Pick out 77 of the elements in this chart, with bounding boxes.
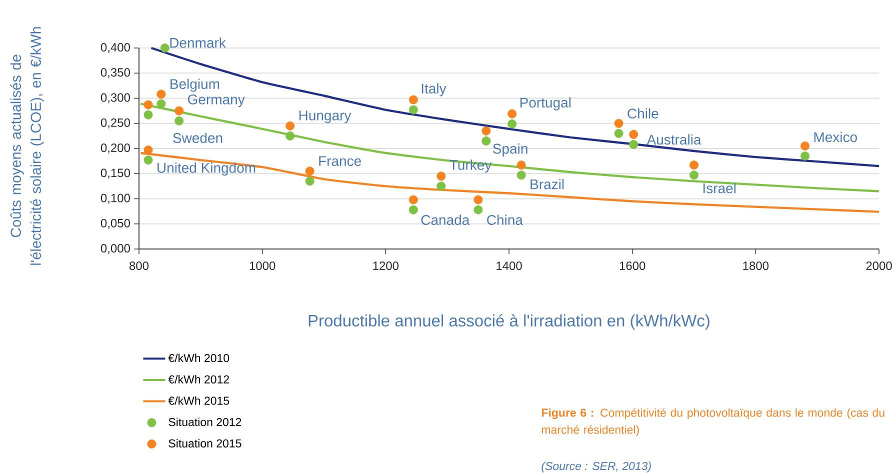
point	[436, 172, 446, 181]
point	[408, 105, 418, 114]
y-tick-label: 0,000	[100, 244, 130, 254]
y-tick-label: 0,300	[100, 93, 130, 104]
x-tick-label: 800	[130, 262, 149, 270]
annotation: France	[319, 156, 361, 166]
point	[286, 121, 295, 130]
point	[408, 195, 418, 204]
annotation: Italy	[422, 83, 446, 96]
point	[144, 156, 153, 165]
y-tick-label: 0,400	[100, 43, 130, 53]
point	[800, 141, 810, 150]
point	[174, 106, 184, 116]
point	[614, 128, 624, 138]
annotation: Israel	[703, 182, 736, 194]
annotation: China	[487, 214, 523, 225]
annotation: Chile	[628, 108, 658, 119]
legend-label: €/kWh 2012	[168, 375, 229, 384]
point	[436, 182, 446, 191]
x-tick-label: 2000	[866, 262, 892, 270]
point	[516, 170, 526, 180]
point	[160, 44, 170, 53]
legend-label: Situation 2015	[168, 439, 242, 448]
annotation: Australia	[646, 134, 702, 145]
point	[156, 99, 166, 108]
annotation: Belgium	[170, 78, 220, 92]
annotation: Canada	[421, 214, 470, 225]
text: Figure 6 : Compétitivité du photovoltaïque dans le monde (cas du marché résidentiel)	[542, 408, 884, 436]
point	[690, 160, 699, 170]
point	[614, 118, 624, 128]
point	[474, 195, 483, 204]
annotation: Denmark	[170, 38, 226, 48]
point	[174, 116, 184, 126]
x-tick-label: 1400	[496, 262, 522, 270]
point	[474, 205, 483, 214]
point	[408, 205, 418, 214]
annotation: Spain	[493, 143, 528, 156]
point	[508, 119, 517, 128]
annotation: Germany	[188, 94, 245, 108]
y-tick-label: 0,150	[100, 168, 130, 179]
y-tick-label: 0,250	[100, 118, 130, 128]
point	[508, 109, 517, 118]
x-tick-label: 1800	[743, 262, 769, 270]
annotation: Mexico	[814, 132, 857, 142]
point	[144, 110, 153, 120]
y-tick-label: 0,350	[100, 68, 130, 78]
x-tick-label: 1000	[250, 262, 276, 270]
legend-label: €/kWh 2010	[168, 354, 230, 362]
point	[408, 95, 418, 104]
legend-label: Situation 2012	[168, 418, 242, 426]
y-axis-title: Coûts moyens actualisés de l'électricité solaire (LCOE), en €/kWh	[10, 27, 44, 265]
point	[482, 126, 491, 136]
point	[516, 160, 526, 170]
annotation: Hungary	[299, 110, 352, 124]
point	[629, 130, 638, 139]
annotation: Turkey	[450, 160, 492, 173]
annotation: Brazil	[530, 178, 564, 190]
legend-label: €/kWh 2015	[168, 396, 230, 405]
annotation: United Kingdom	[158, 162, 256, 176]
x-axis-title: Productible annuel associé à l'irradiation en (kWh/kWc)	[308, 314, 710, 330]
point	[305, 166, 314, 176]
point	[286, 131, 295, 140]
text: (Source : SER, 2013)	[542, 462, 651, 472]
annotation: Portugal	[520, 97, 570, 110]
point	[305, 176, 314, 186]
point	[629, 140, 638, 149]
annotation: Sweden	[173, 132, 222, 143]
y-tick-label: 0,200	[100, 144, 130, 154]
x-tick-label: 1200	[373, 262, 399, 270]
point	[156, 90, 166, 99]
point	[690, 170, 699, 180]
point	[482, 136, 491, 146]
point	[144, 100, 153, 110]
y-tick-label: 0,100	[100, 194, 130, 204]
y-tick-label: 0,050	[100, 218, 130, 229]
point	[800, 152, 810, 161]
x-tick-label: 1600	[620, 262, 646, 270]
